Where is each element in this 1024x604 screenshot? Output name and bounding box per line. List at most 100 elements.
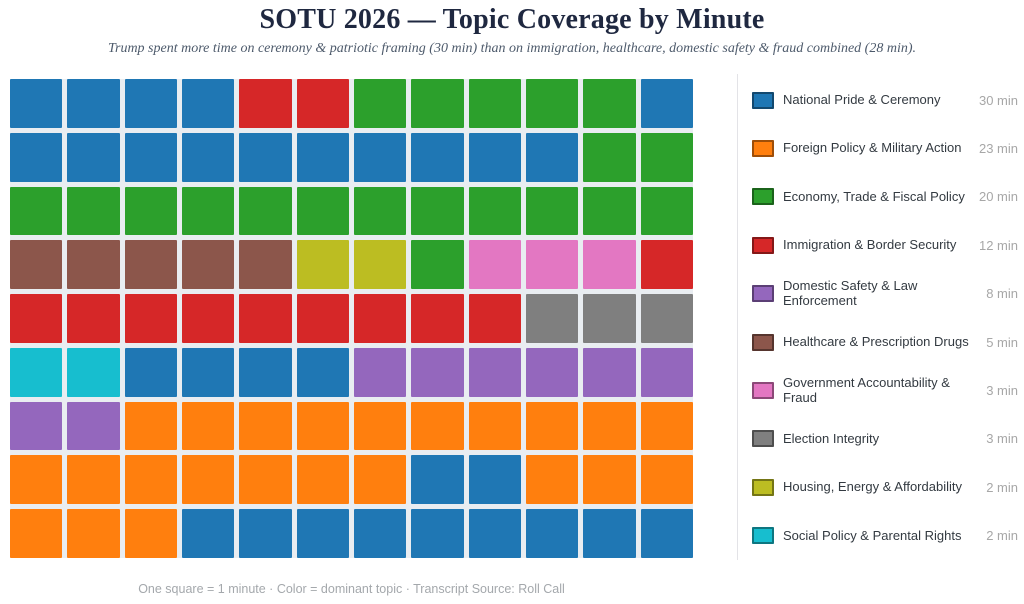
legend-item-government-accountability-fraud: Government Accountability & Fraud 3 min [752,366,1018,414]
legend-value: 30 min [978,92,1018,108]
waffle-cell-national-pride-ceremony [468,455,521,505]
waffle-cell-economy-trade-fiscal-policy [411,240,464,290]
waffle-cell-economy-trade-fiscal-policy [10,186,63,236]
waffle-cell-foreign-policy-military-action [411,401,464,451]
waffle-cell-national-pride-ceremony [411,455,464,505]
waffle-cell-foreign-policy-military-action [353,455,407,505]
waffle-cell-foreign-policy-military-action [124,401,177,451]
waffle-cell-foreign-policy-military-action [353,401,407,451]
waffle-cell-national-pride-ceremony [10,132,63,182]
waffle-cell-economy-trade-fiscal-policy [239,186,292,236]
waffle-cell-economy-trade-fiscal-policy [411,186,464,236]
waffle-cell-economy-trade-fiscal-policy [468,79,521,128]
waffle-cell-foreign-policy-military-action [296,401,349,451]
waffle-cell-election-integrity [583,294,636,343]
waffle-cell-healthcare-prescription-drugs [181,240,235,290]
waffle-cell-economy-trade-fiscal-policy [296,186,349,236]
waffle-cell-foreign-policy-military-action [640,455,693,505]
waffle-cell-national-pride-ceremony [124,132,177,182]
waffle-cell-foreign-policy-military-action [67,455,120,505]
waffle-cell-national-pride-ceremony [296,132,349,182]
waffle-cell-election-integrity [640,294,693,343]
legend-item-foreign-policy-military-action: Foreign Policy & Military Action 23 min [752,124,1018,172]
waffle-cell-domestic-safety-law-enforcement [468,347,521,397]
waffle-cell-immigration-border-security [296,79,349,128]
waffle-cell-immigration-border-security [411,294,464,343]
waffle-cell-national-pride-ceremony [124,79,177,128]
waffle-cell-immigration-border-security [239,79,292,128]
waffle-cell-national-pride-ceremony [468,509,521,558]
waffle-cell-national-pride-ceremony [239,509,292,558]
waffle-cell-foreign-policy-military-action [181,401,235,451]
waffle-cell-foreign-policy-military-action [468,401,521,451]
legend: National Pride & Ceremony 30 min Foreign P… [752,76,1018,560]
waffle-cell-immigration-border-security [353,294,407,343]
waffle-grid [10,79,693,558]
waffle-cell-national-pride-ceremony [67,132,120,182]
waffle-cell-healthcare-prescription-drugs [124,240,177,290]
waffle-cell-government-accountability-fraud [583,240,636,290]
waffle-cell-economy-trade-fiscal-policy [468,186,521,236]
legend-value: 2 min [986,479,1018,495]
waffle-cell-national-pride-ceremony [296,347,349,397]
waffle-cell-immigration-border-security [124,294,177,343]
waffle-cell-domestic-safety-law-enforcement [67,401,120,451]
waffle-cell-economy-trade-fiscal-policy [353,79,407,128]
legend-value: 12 min [978,237,1018,253]
waffle-cell-healthcare-prescription-drugs [10,240,63,290]
waffle-cell-healthcare-prescription-drugs [239,240,292,290]
legend-swatch-icon [752,188,774,206]
waffle-cell-social-policy-parental-rights [67,347,120,397]
legend-label: Economy, Trade & Fiscal Policy [783,188,965,204]
waffle-cell-national-pride-ceremony [583,509,636,558]
legend-swatch-icon [752,236,774,254]
waffle-cell-national-pride-ceremony [640,509,693,558]
waffle-cell-national-pride-ceremony [239,132,292,182]
waffle-cell-immigration-border-security [468,294,521,343]
legend-swatch-icon [752,430,774,448]
legend-item-immigration-border-security: Immigration & Border Security 12 min [752,221,1018,269]
legend-value: 2 min [986,528,1018,544]
waffle-cell-healthcare-prescription-drugs [67,240,120,290]
legend-item-economy-trade-fiscal-policy: Economy, Trade & Fiscal Policy 20 min [752,173,1018,221]
waffle-cell-foreign-policy-military-action [124,455,177,505]
legend-item-national-pride-ceremony: National Pride & Ceremony 30 min [752,76,1018,124]
waffle-cell-national-pride-ceremony [353,509,407,558]
waffle-cell-immigration-border-security [640,240,693,290]
waffle-cell-economy-trade-fiscal-policy [525,79,579,128]
legend-swatch-icon [752,285,774,303]
chart-subtitle: Trump spent more time on ceremony & patr… [107,41,916,56]
legend-item-healthcare-prescription-drugs: Healthcare & Prescription Drugs 5 min [752,318,1018,366]
legend-item-election-integrity: Election Integrity 3 min [752,415,1018,463]
waffle-cell-foreign-policy-military-action [640,401,693,451]
waffle-cell-foreign-policy-military-action [239,455,292,505]
legend-value: 3 min [986,431,1018,447]
legend-label: National Pride & Ceremony [783,92,941,108]
waffle-cell-election-integrity [525,294,579,343]
legend-value: 23 min [978,141,1018,157]
waffle-cell-foreign-policy-military-action [583,455,636,505]
waffle-cell-domestic-safety-law-enforcement [583,347,636,397]
waffle-cell-housing-energy-affordability [296,240,349,290]
waffle-cell-housing-energy-affordability [353,240,407,290]
waffle-cell-economy-trade-fiscal-policy [640,132,693,182]
waffle-cell-foreign-policy-military-action [10,455,63,505]
chart-title: SOTU 2026 — Topic Coverage by Minute [259,4,765,35]
legend-swatch-icon [752,527,774,545]
waffle-cell-national-pride-ceremony [181,347,235,397]
waffle-cell-national-pride-ceremony [124,347,177,397]
legend-item-housing-energy-affordability: Housing, Energy & Affordability 2 min [752,463,1018,511]
waffle-cell-immigration-border-security [181,294,235,343]
waffle-cell-foreign-policy-military-action [525,455,579,505]
waffle-cell-economy-trade-fiscal-policy [583,132,636,182]
waffle-cell-economy-trade-fiscal-policy [525,186,579,236]
legend-value: 5 min [986,334,1018,350]
waffle-cell-government-accountability-fraud [468,240,521,290]
waffle-cell-government-accountability-fraud [525,240,579,290]
waffle-cell-economy-trade-fiscal-policy [583,186,636,236]
waffle-cell-national-pride-ceremony [411,509,464,558]
waffle-cell-national-pride-ceremony [67,79,120,128]
waffle-cell-economy-trade-fiscal-policy [67,186,120,236]
waffle-cell-immigration-border-security [67,294,120,343]
legend-label: Foreign Policy & Military Action [783,140,962,156]
